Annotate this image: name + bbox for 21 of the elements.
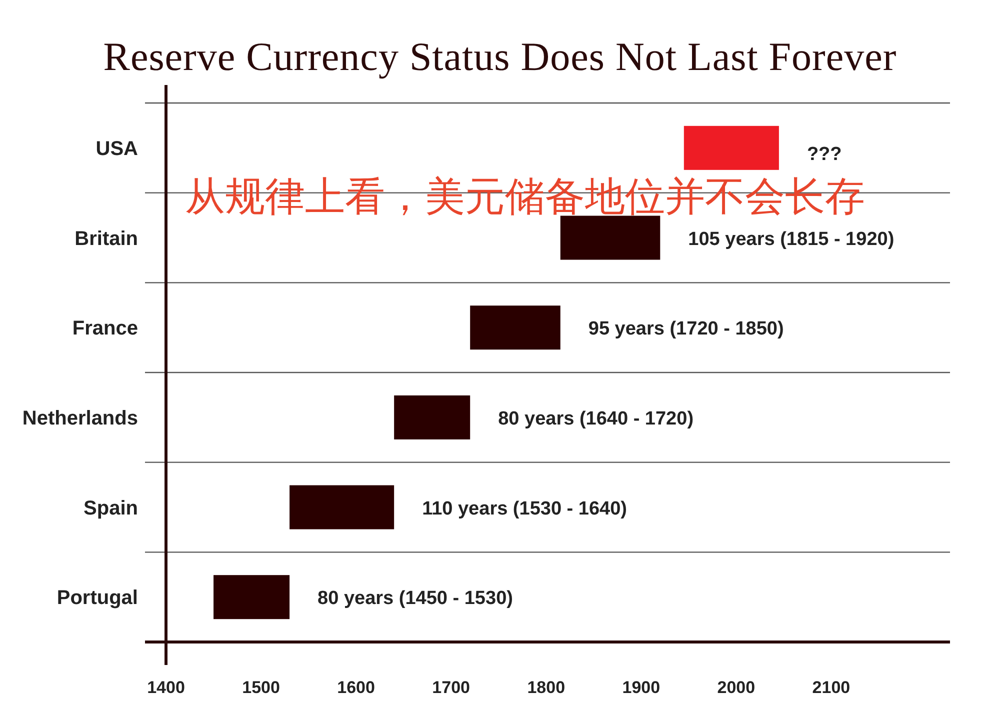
- x-tick-label: 1500: [242, 678, 280, 697]
- data-label: 95 years (1720 - 1850): [588, 318, 784, 340]
- x-tick-label: 1400: [147, 678, 185, 697]
- y-tick-label: Britain: [74, 228, 138, 250]
- x-tick-label: 1700: [432, 678, 470, 697]
- data-label: 105 years (1815 - 1920): [688, 228, 894, 250]
- y-tick-label: Spain: [84, 497, 138, 520]
- y-tick-label: USA: [96, 138, 138, 160]
- x-tick-label: 1600: [337, 678, 375, 697]
- y-tick-label: Portugal: [56, 587, 138, 610]
- x-tick-label: 2100: [812, 678, 850, 697]
- data-label: 80 years (1450 - 1530): [318, 588, 513, 610]
- chart-title: Reserve Currency Status Does Not Last Forever: [103, 34, 897, 79]
- data-label: 80 years (1640 - 1720): [498, 408, 694, 430]
- x-tick-label: 1800: [527, 678, 566, 697]
- data-label: 110 years (1530 - 1640): [422, 498, 628, 520]
- y-tick-label: France: [72, 318, 138, 340]
- data-label: ???: [806, 144, 842, 165]
- y-tick-label: Netherlands: [22, 407, 138, 430]
- x-tick-label: 1900: [622, 678, 660, 697]
- x-tick-label: 2000: [717, 678, 756, 697]
